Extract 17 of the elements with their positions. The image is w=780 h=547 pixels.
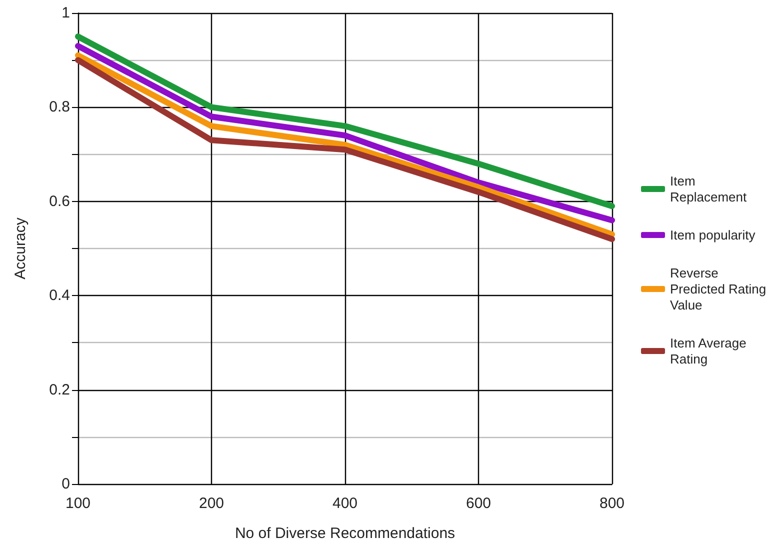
- y-tick-label: 0.8: [49, 98, 70, 116]
- legend-label: Item Average Rating: [670, 336, 750, 366]
- x-tick-label: 600: [466, 495, 492, 512]
- x-tick-label: 800: [599, 495, 625, 512]
- y-tick-label: 0: [62, 476, 70, 492]
- x-tick-label: 100: [65, 495, 91, 512]
- legend-label: Item popularity: [670, 228, 756, 242]
- y-axis-title: Accuracy: [12, 217, 29, 280]
- legend-label: Reverse Predicted Rating Value: [670, 266, 770, 312]
- x-tick-label: 200: [198, 495, 224, 512]
- y-tick-label: 0.6: [49, 192, 70, 210]
- legend-label: Item Replacement: [670, 174, 747, 204]
- y-tick-label: 1: [62, 4, 70, 22]
- x-tick-label: 400: [332, 495, 358, 512]
- y-tick-label: 0.4: [49, 287, 70, 304]
- y-tick-label: 0.2: [49, 381, 70, 398]
- x-axis-title: No of Diverse Recommendations: [234, 525, 456, 542]
